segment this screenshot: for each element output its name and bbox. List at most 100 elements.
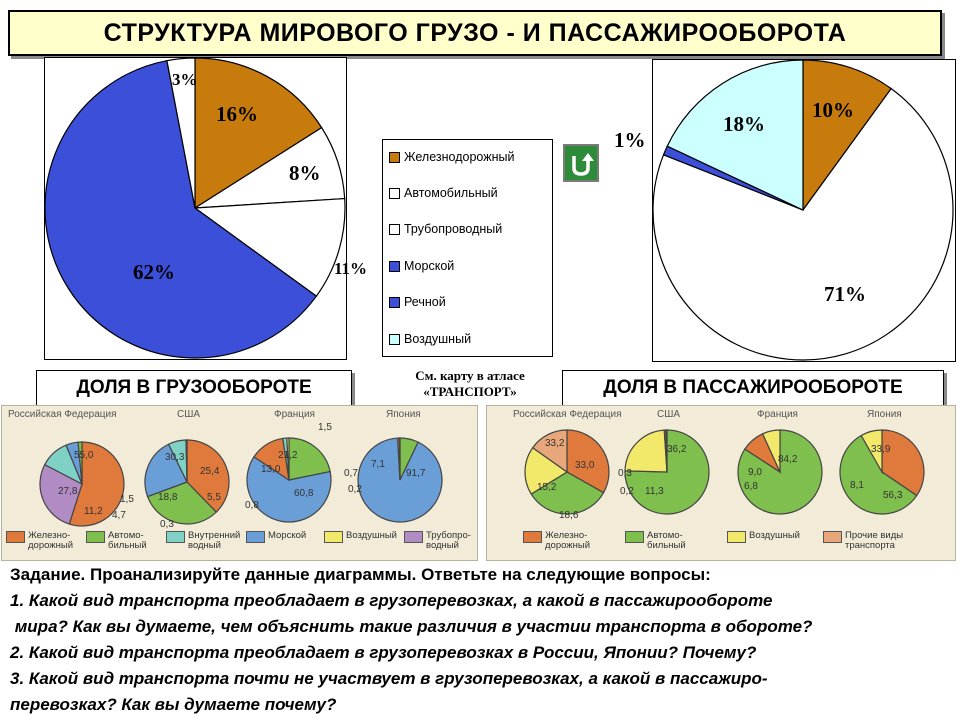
atlas-value: 0,8 <box>245 500 259 511</box>
atlas-cargo-country-title: Российская Федерация <box>8 409 117 420</box>
atlas-passenger-legend-item: Прочие виды транспорта <box>823 531 915 551</box>
atlas-pie-slice <box>288 437 331 481</box>
atlas-value: 15,2 <box>537 482 557 493</box>
atlas-value: 11,2 <box>84 506 103 517</box>
atlas-pie-slice <box>839 434 918 515</box>
atlas-value: 7,1 <box>371 459 385 470</box>
atlas-value: 0,2 <box>620 486 634 497</box>
cargo-label-rail: 16% <box>216 102 258 126</box>
pie-slice-pipe <box>193 197 346 298</box>
atlas-cargo-legend-item: Морской <box>246 531 316 543</box>
legend-label: Воздушный <box>404 332 472 346</box>
atlas-cargo-panel: Российская Федерация США Франция Япония … <box>1 405 478 561</box>
atlas-cargo-country-title: Франция <box>274 409 315 420</box>
atlas-value: 9,0 <box>748 467 762 478</box>
atlas-pie-slice <box>39 463 83 525</box>
atlas-passenger-country-title: Франция <box>757 409 798 420</box>
passenger-label-rail: 10% <box>812 98 854 122</box>
task-question: мира? Как вы думаете, чем объяснить таки… <box>10 617 813 636</box>
task-heading: Задание. Проанализируйте данные диаграмм… <box>10 565 711 584</box>
atlas-value: 91,7 <box>406 468 426 479</box>
atlas-value: 84,2 <box>778 454 798 465</box>
atlas-cargo-country-title: США <box>177 409 201 420</box>
cargo-label-pipe: 11% <box>334 259 368 278</box>
atlas-pie-slice <box>144 443 188 498</box>
atlas-pie-slice <box>146 481 218 525</box>
atlas-passenger-country-title: Российская Федерация <box>513 409 622 420</box>
atlas-value: 30,3 <box>165 452 185 463</box>
legend-swatch <box>823 531 842 543</box>
legend-swatch <box>6 531 25 543</box>
task-text: Задание. Проанализируйте данные диаграмм… <box>10 562 950 718</box>
legend-label: Воздушный <box>749 530 800 541</box>
atlas-value: 18,6 <box>559 510 579 521</box>
atlas-note: См. карту в атласе «ТРАНСПОРТ» <box>393 368 547 400</box>
atlas-pie-slice <box>531 429 568 474</box>
page-title: Структура мирового грузо - и пассажирооб… <box>103 18 847 47</box>
cargo-label-sea: 62% <box>133 260 175 284</box>
atlas-pie-slice <box>246 456 332 523</box>
atlas-passenger-panel: Российская Федерация США Франция Япония … <box>486 405 956 561</box>
atlas-value: 33,2 <box>545 438 565 449</box>
return-arrow-icon <box>572 153 594 176</box>
atlas-note-line-1: См. карту в атласе <box>415 368 525 383</box>
return-button[interactable] <box>563 144 599 182</box>
atlas-value: 1,5 <box>120 494 134 505</box>
legend-item-sea: Морской <box>389 259 454 273</box>
passenger-pie-panel: 10% 71% 18% <box>652 59 956 362</box>
title-bar: Структура мирового грузо - и пассажирооб… <box>8 10 942 56</box>
atlas-pie-slice <box>68 441 125 527</box>
atlas-pie-slice <box>566 429 610 494</box>
atlas-pie-slice <box>186 439 230 513</box>
task-question: 2. Какой вид транспорта преобладает в гр… <box>10 643 757 662</box>
atlas-pie-slice <box>357 437 443 523</box>
legend-label: Автомо-бильный <box>108 530 147 551</box>
atlas-value: 36,2 <box>667 444 687 455</box>
atlas-pie-slice <box>530 471 605 515</box>
legend-label: Воздушный <box>346 530 397 541</box>
atlas-passenger-country-title: Япония <box>867 409 902 420</box>
atlas-passenger-legend-item: Железно-дорожный <box>523 531 593 551</box>
legend-swatch <box>389 296 400 308</box>
cargo-pie-chart <box>45 58 346 359</box>
atlas-value: 11,3 <box>645 486 664 497</box>
legend-label: Железно-дорожный <box>28 530 74 551</box>
cargo-label-air: 3% <box>172 70 198 89</box>
legend-label: Трубопроводный <box>404 222 503 236</box>
passenger-label-sea: 1% <box>614 128 646 152</box>
atlas-value: 27,8 <box>58 486 78 497</box>
atlas-value: 4,7 <box>112 510 126 521</box>
legend-swatch <box>404 531 423 543</box>
atlas-value: 6,8 <box>744 481 758 492</box>
legend-label: Прочие виды транспорта <box>845 530 904 551</box>
legend-swatch <box>246 531 265 543</box>
atlas-value: 33,0 <box>575 460 595 471</box>
passenger-label-air: 18% <box>723 112 765 136</box>
task-question: 1. Какой вид транспорта преобладает в гр… <box>10 591 773 610</box>
legend-swatch <box>523 531 542 543</box>
atlas-passenger-country-title: США <box>657 409 681 420</box>
cargo-pie-panel: 16% 8% 11% 62% 3% <box>44 57 367 360</box>
atlas-cargo-country-title: Япония <box>386 409 421 420</box>
legend-swatch <box>86 531 105 543</box>
passenger-caption: ДОЛЯ В ПАССАЖИРООБОРОТЕ <box>562 370 944 406</box>
atlas-value: 13,0 <box>261 464 281 475</box>
atlas-value: 21,2 <box>278 450 298 461</box>
atlas-cargo-legend-item: Внутренний водный <box>166 531 240 551</box>
legend-label: Железно-дорожный <box>545 530 591 551</box>
atlas-passenger-legend-item: Воздушный <box>727 530 800 543</box>
atlas-value: 8,1 <box>850 480 864 491</box>
atlas-value: 0,2 <box>348 484 362 495</box>
atlas-cargo-legend-item: Железно-дорожный <box>6 531 76 551</box>
legend-label: Трубопро-водный <box>426 530 471 551</box>
legend-label: Морской <box>404 259 455 273</box>
atlas-cargo-legend-item: Воздушный <box>324 530 397 543</box>
task-question: перевозках? Как вы думаете почему? <box>10 695 337 714</box>
atlas-passenger-pies <box>524 429 925 515</box>
passenger-label-auto: 71% <box>824 282 866 306</box>
legend-label: Железнодорожный <box>404 150 515 164</box>
legend-label: Автомо-бильный <box>647 530 686 551</box>
legend-item-rail: Железнодорожный <box>389 150 514 164</box>
atlas-cargo-legend-item: Автомо-бильный <box>86 531 156 551</box>
legend-swatch <box>389 151 400 163</box>
